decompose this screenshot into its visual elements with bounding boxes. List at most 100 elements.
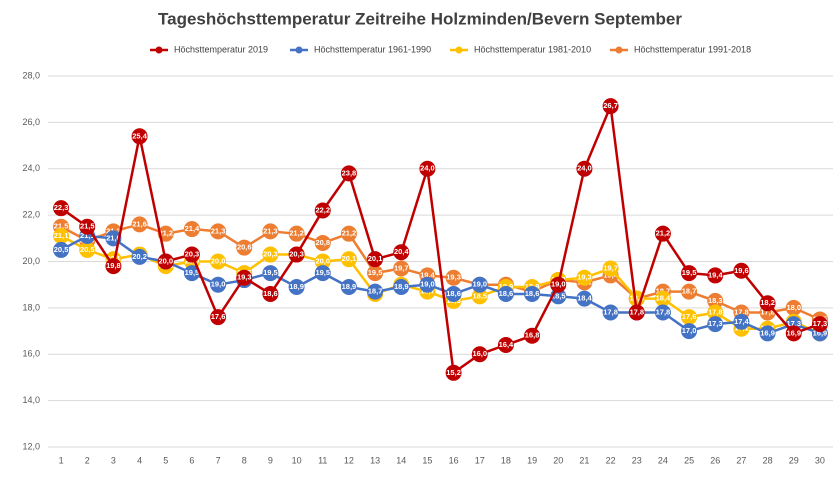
data-point [314, 202, 331, 219]
data-point [340, 251, 357, 268]
data-label: 18,9 [289, 282, 304, 291]
data-label: 19,3 [446, 273, 461, 282]
data-point [733, 262, 750, 279]
data-label: 17,8 [603, 307, 618, 316]
x-tick-label: 15 [422, 455, 432, 465]
data-label: 17,4 [734, 317, 749, 326]
data-point [288, 246, 305, 263]
y-tick-label: 28,0 [22, 70, 40, 80]
data-label: 19,4 [420, 270, 435, 279]
data-point [471, 346, 488, 363]
y-tick-label: 24,0 [22, 163, 40, 173]
data-label: 21,4 [185, 224, 200, 233]
data-label: 17,6 [682, 312, 697, 321]
x-tick-label: 21 [579, 455, 589, 465]
data-label: 21,5 [80, 222, 95, 231]
data-point [524, 327, 541, 344]
y-tick-label: 22,0 [22, 210, 40, 220]
x-tick-label: 8 [242, 455, 247, 465]
y-tick-label: 18,0 [22, 302, 40, 312]
x-tick-label: 1 [59, 455, 64, 465]
data-label: 22,2 [315, 205, 330, 214]
data-label: 23,8 [342, 168, 357, 177]
data-point [707, 292, 724, 309]
legend-label: Höchsttemperatur 2019 [174, 44, 268, 54]
data-label: 19,5 [315, 268, 330, 277]
x-tick-label: 13 [370, 455, 380, 465]
data-point [654, 290, 671, 307]
data-label: 20,0 [158, 256, 173, 265]
data-point [262, 246, 279, 263]
data-point [367, 251, 384, 268]
data-point [576, 160, 593, 177]
data-label: 17,8 [656, 307, 671, 316]
data-point [157, 253, 174, 270]
data-point [236, 239, 253, 256]
data-label: 21,2 [289, 229, 304, 238]
data-label: 19,5 [185, 268, 200, 277]
y-tick-label: 14,0 [22, 395, 40, 405]
legend-marker [455, 46, 463, 54]
data-point [262, 265, 279, 282]
data-point [759, 295, 776, 312]
data-point [445, 269, 462, 286]
data-point [419, 160, 436, 177]
data-label: 18,6 [499, 289, 514, 298]
x-tick-label: 16 [449, 455, 459, 465]
legend-marker [615, 46, 623, 54]
data-point [393, 260, 410, 277]
data-label: 19,7 [603, 263, 618, 272]
x-tick-label: 24 [658, 455, 668, 465]
y-tick-label: 20,0 [22, 256, 40, 266]
data-label: 17,6 [211, 312, 226, 321]
x-tick-label: 6 [189, 455, 194, 465]
data-point [210, 223, 227, 240]
data-label: 18,9 [342, 282, 357, 291]
data-label: 18,6 [446, 289, 461, 298]
x-tick-label: 29 [789, 455, 799, 465]
data-label: 20,5 [54, 245, 69, 254]
data-label: 17,3 [813, 319, 828, 328]
data-point [393, 244, 410, 261]
data-label: 21,2 [656, 229, 671, 238]
legend-label: Höchsttemperatur 1981-2010 [474, 44, 591, 54]
data-label: 21,6 [132, 219, 147, 228]
y-tick-label: 16,0 [22, 349, 40, 359]
data-label: 16,9 [760, 328, 775, 337]
data-label: 20,3 [289, 250, 304, 259]
data-label: 21,1 [54, 231, 69, 240]
data-point [314, 234, 331, 251]
data-label: 24,0 [420, 164, 435, 173]
data-label: 18,6 [525, 289, 540, 298]
data-label: 19,3 [237, 273, 252, 282]
data-point [524, 285, 541, 302]
data-point [53, 241, 70, 258]
x-tick-label: 9 [268, 455, 273, 465]
data-point [314, 265, 331, 282]
data-label: 17,8 [734, 307, 749, 316]
data-label: 22,3 [54, 203, 69, 212]
data-label: 20,4 [394, 247, 409, 256]
data-point [602, 98, 619, 115]
data-label: 18,5 [551, 291, 566, 300]
x-tick-label: 25 [684, 455, 694, 465]
data-label: 17,3 [708, 319, 723, 328]
x-tick-label: 3 [111, 455, 116, 465]
data-label: 18,6 [263, 289, 278, 298]
data-label: 20,0 [211, 256, 226, 265]
data-point [681, 283, 698, 300]
data-point [210, 276, 227, 293]
data-label: 17,8 [629, 307, 644, 316]
x-tick-label: 4 [137, 455, 142, 465]
data-label: 18,0 [786, 303, 801, 312]
x-tick-label: 19 [527, 455, 537, 465]
data-point [471, 288, 488, 305]
data-label: 17,3 [786, 319, 801, 328]
data-point [183, 246, 200, 263]
data-label: 19,5 [263, 268, 278, 277]
y-tick-label: 12,0 [22, 441, 40, 451]
data-point [707, 316, 724, 333]
data-point [131, 216, 148, 233]
data-point [419, 276, 436, 293]
